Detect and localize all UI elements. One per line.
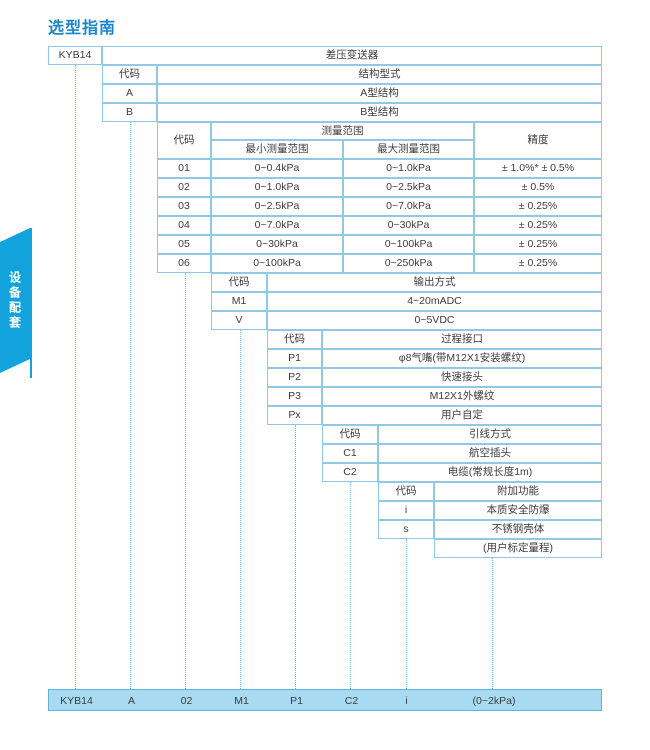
structure-desc-b: B型结构 xyxy=(157,103,602,122)
extra-desc-i: 本质安全防爆 xyxy=(434,501,602,520)
range-accuracy-04: ± 0.25% xyxy=(474,216,602,235)
extra-code-s: s xyxy=(378,520,434,539)
range-max-header: 最大测量范围 xyxy=(343,140,474,159)
lead-desc-c1: 航空插头 xyxy=(378,444,602,463)
process-code-header: 代码 xyxy=(267,330,322,349)
range-max-03: 0~7.0kPa xyxy=(343,197,474,216)
side-tab-label: 设备配套 xyxy=(7,270,22,331)
extra-code-header: 代码 xyxy=(378,482,434,501)
extra-code-i: i xyxy=(378,501,434,520)
lead-title: 引线方式 xyxy=(378,425,602,444)
side-tab-edge xyxy=(30,228,32,378)
range-max-02: 0~2.5kPa xyxy=(343,178,474,197)
connector-line-structure xyxy=(130,122,131,689)
output-title: 输出方式 xyxy=(267,273,602,292)
output-desc-m1: 4~20mADC xyxy=(267,292,602,311)
summary-item-lead: C2 xyxy=(344,695,359,707)
lead-desc-c2: 电缆(常规长度1m) xyxy=(378,463,602,482)
range-accuracy-header: 精度 xyxy=(474,122,602,159)
range-code-05: 05 xyxy=(157,235,211,254)
range-code-header: 代码 xyxy=(157,122,211,159)
structure-code-header: 代码 xyxy=(102,65,157,84)
range-accuracy-05: ± 0.25% xyxy=(474,235,602,254)
connector-line-output xyxy=(240,330,241,689)
summary-item-output: M1 xyxy=(234,695,249,707)
range-code-02: 02 xyxy=(157,178,211,197)
extra-desc-s: 不锈钢壳体 xyxy=(434,520,602,539)
side-tab-equipment: 设备配套 xyxy=(0,228,30,373)
summary-item-process: P1 xyxy=(290,695,303,707)
range-code-06: 06 xyxy=(157,254,211,273)
lead-code-c1: C1 xyxy=(322,444,378,463)
process-code-p2: P2 xyxy=(267,368,322,387)
structure-code-a: A xyxy=(102,84,157,103)
range-accuracy-02: ± 0.5% xyxy=(474,178,602,197)
range-code-01: 01 xyxy=(157,159,211,178)
range-min-04: 0~7.0kPa xyxy=(211,216,343,235)
structure-title: 结构型式 xyxy=(157,65,602,84)
range-max-04: 0~30kPa xyxy=(343,216,474,235)
range-max-05: 0~100kPa xyxy=(343,235,474,254)
range-min-02: 0~1.0kPa xyxy=(211,178,343,197)
output-code-m1: M1 xyxy=(211,292,267,311)
summary-item-extra: i xyxy=(405,695,408,707)
process-code-px: Px xyxy=(267,406,322,425)
output-code-header: 代码 xyxy=(211,273,267,292)
range-code-03: 03 xyxy=(157,197,211,216)
connector-line-lead xyxy=(350,482,351,689)
range-group-header: 测量范围 xyxy=(211,122,474,140)
output-code-v: V xyxy=(211,311,267,330)
summary-item-structure: A xyxy=(127,695,135,707)
connector-line-extra xyxy=(406,539,407,689)
summary-item-note: (0~2kPa) xyxy=(472,695,516,707)
range-min-01: 0~0.4kPa xyxy=(211,159,343,178)
process-code-p1: P1 xyxy=(267,349,322,368)
summary-item-range: 02 xyxy=(180,695,193,707)
process-desc-p3: M12X1外螺纹 xyxy=(322,387,602,406)
connector-line-note xyxy=(492,558,493,689)
connector-line-process xyxy=(295,425,296,689)
range-min-header: 最小测量范围 xyxy=(211,140,343,159)
extra-title: 附加功能 xyxy=(434,482,602,501)
structure-desc-a: A型结构 xyxy=(157,84,602,103)
output-desc-v: 0~5VDC xyxy=(267,311,602,330)
model-name-cell: 差压变送器 xyxy=(102,46,602,65)
lead-code-c2: C2 xyxy=(322,463,378,482)
process-desc-p1: φ8气嘴(带M12X1安装螺纹) xyxy=(322,349,602,368)
range-min-03: 0~2.5kPa xyxy=(211,197,343,216)
process-desc-p2: 快速接头 xyxy=(322,368,602,387)
range-accuracy-03: ± 0.25% xyxy=(474,197,602,216)
range-max-06: 0~250kPa xyxy=(343,254,474,273)
process-title: 过程接口 xyxy=(322,330,602,349)
connector-line-range xyxy=(185,273,186,689)
range-accuracy-01: ± 1.0%* ± 0.5% xyxy=(474,159,602,178)
range-min-05: 0~30kPa xyxy=(211,235,343,254)
extra-note: (用户标定量程) xyxy=(434,539,602,558)
process-desc-px: 用户自定 xyxy=(322,406,602,425)
range-min-06: 0~100kPa xyxy=(211,254,343,273)
process-code-p3: P3 xyxy=(267,387,322,406)
summary-item-model: KYB14 xyxy=(60,695,93,707)
range-accuracy-06: ± 0.25% xyxy=(474,254,602,273)
lead-code-header: 代码 xyxy=(322,425,378,444)
range-max-01: 0~1.0kPa xyxy=(343,159,474,178)
model-code-cell: KYB14 xyxy=(48,46,102,65)
structure-code-b: B xyxy=(102,103,157,122)
summary-bar: KYB14 A 02 M1 P1 C2 i (0~2kPa) xyxy=(48,689,602,711)
range-code-04: 04 xyxy=(157,216,211,235)
page-title: 选型指南 xyxy=(48,20,117,37)
connector-line-model xyxy=(75,65,76,689)
